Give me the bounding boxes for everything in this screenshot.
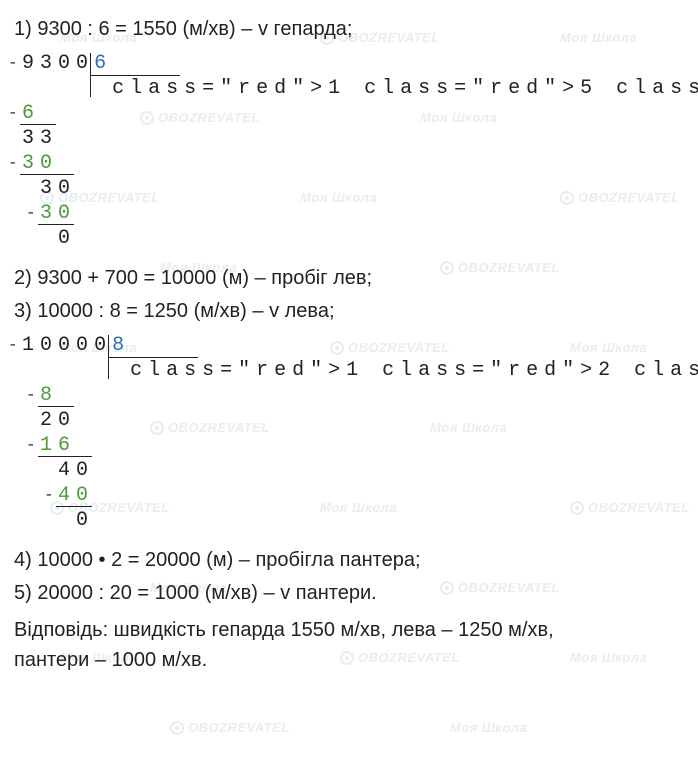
- step-5-text: 5) 20000 : 20 = 1000 (м/хв) – v пантери.: [14, 582, 684, 605]
- answer-label: Відповідь:: [14, 619, 108, 641]
- answer-block: Відповідь: швидкість гепарда 1550 м/хв, …: [14, 615, 684, 675]
- answer-body-1: швидкість гепарда 1550 м/хв, лева – 1250…: [108, 619, 554, 641]
- step-1-text: 1) 9300 : 6 = 1550 (м/хв) – v гепарда;: [14, 18, 684, 41]
- solution-content: 1) 9300 : 6 = 1550 (м/хв) – v гепарда; 9…: [14, 18, 684, 675]
- step-4-text: 4) 10000 • 2 = 20000 (м) – пробігла пант…: [14, 549, 684, 572]
- watermark: Моя Школа: [450, 720, 527, 735]
- long-division-1: 93006- class="red">1 class="red">5 class…: [22, 51, 684, 251]
- watermark: OBOZREVATEL: [170, 720, 290, 735]
- step-3-text: 3) 10000 : 8 = 1250 (м/хв) – v лева;: [14, 300, 684, 323]
- answer-body-2: пантери – 1000 м/хв.: [14, 649, 207, 671]
- step-2-text: 2) 9300 + 700 = 10000 (м) – пробіг лев;: [14, 267, 684, 290]
- long-division-2: 100008- class="red">1 class="red">2 clas…: [22, 333, 684, 533]
